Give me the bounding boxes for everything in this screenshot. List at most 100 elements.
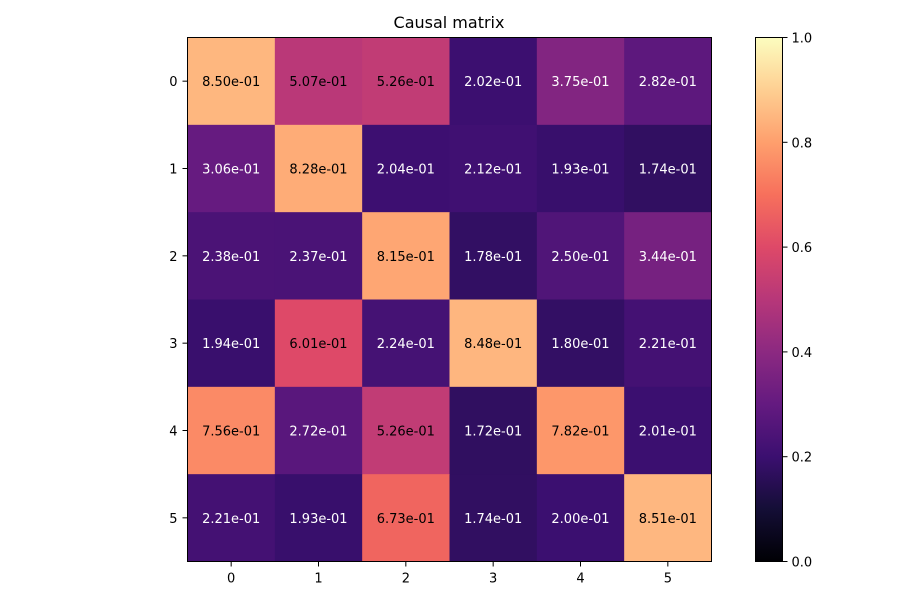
heatmap-cell-r1-c0 [187, 124, 276, 213]
cell-value-label-r5-c4: 2.00e-01 [551, 512, 609, 527]
heatmap-cell-r3-c1 [274, 299, 363, 388]
x-tick-label-5: 5 [664, 572, 672, 587]
colorbar-ticks: 0.0 0.2 0.4 0.6 0.8 1.0 [782, 32, 813, 571]
colorbar-tick-label-1: 0.2 [792, 451, 813, 466]
heatmap-cell-r1-c5 [624, 124, 712, 213]
y-tick-label-3: 3 [169, 337, 177, 352]
cell-value-label-r5-c3: 1.74e-01 [464, 512, 522, 527]
y-axis: 0 1 2 3 4 5 [169, 75, 188, 527]
cell-value-label-r5-c2: 6.73e-01 [377, 512, 435, 527]
heatmap-cell-r2-c2 [362, 212, 450, 300]
cell-value-label-r4-c0: 7.56e-01 [202, 425, 260, 440]
heatmap-cell-r3-c5 [624, 299, 712, 388]
cell-value-label-r3-c1: 6.01e-01 [289, 337, 347, 352]
colorbar-tick-label-3: 0.6 [792, 241, 813, 256]
heatmap-cell-r2-c0 [187, 212, 276, 300]
heatmap-cell-r3-c3 [449, 299, 538, 388]
x-tick-label-1: 1 [314, 572, 322, 587]
heatmap-cell-r4-c0 [187, 386, 276, 475]
cell-value-label-r2-c0: 2.38e-01 [202, 250, 260, 265]
heatmap-cell-r4-c3 [449, 386, 538, 475]
heatmap-cell-r1-c3 [449, 124, 538, 213]
heatmap-cell-r1-c2 [362, 124, 450, 213]
cell-value-label-r2-c1: 2.37e-01 [289, 250, 347, 265]
heatmap-cell-r4-c1 [274, 386, 363, 475]
y-tick-label-2: 2 [169, 250, 177, 265]
cell-value-label-r0-c0: 8.50e-01 [202, 75, 260, 90]
cell-value-label-r1-c2: 2.04e-01 [377, 163, 435, 178]
cell-value-label-r2-c4: 2.50e-01 [551, 250, 609, 265]
heatmap-cell-r0-c3 [449, 37, 538, 126]
cell-value-label-r3-c2: 2.24e-01 [377, 337, 435, 352]
cell-value-label-r0-c3: 2.02e-01 [464, 75, 522, 90]
colorbar-tick-label-4: 0.8 [792, 136, 813, 151]
heatmap-cell-r5-c5 [624, 474, 712, 562]
colorbar-tick-label-0: 0.0 [792, 556, 813, 571]
cell-value-label-r2-c3: 1.78e-01 [464, 250, 522, 265]
x-tick-label-0: 0 [227, 572, 235, 587]
cell-value-label-r2-c5: 3.44e-01 [639, 250, 697, 265]
colorbar-tick-label-5: 1.0 [792, 32, 813, 47]
cell-value-label-r1-c5: 1.74e-01 [639, 163, 697, 178]
heatmap-cells [187, 37, 712, 562]
heatmap-cell-r3-c0 [187, 299, 276, 388]
heatmap-cell-r5-c4 [536, 474, 625, 562]
heatmap-cell-r1-c1 [274, 124, 363, 213]
heatmap-cell-r0-c4 [536, 37, 625, 126]
cell-value-label-r5-c0: 2.21e-01 [202, 512, 260, 527]
y-tick-label-5: 5 [169, 512, 177, 527]
cell-value-label-r1-c0: 3.06e-01 [202, 163, 260, 178]
cell-value-label-r3-c0: 1.94e-01 [202, 337, 260, 352]
cell-value-label-r0-c4: 3.75e-01 [551, 75, 609, 90]
heatmap-cell-r2-c4 [536, 212, 625, 300]
heatmap-cell-r0-c5 [624, 37, 712, 126]
heatmap-cell-r5-c3 [449, 474, 538, 562]
x-axis: 0 1 2 3 4 5 [227, 561, 672, 587]
cell-value-label-r0-c5: 2.82e-01 [639, 75, 697, 90]
colorbar-gradient [755, 37, 783, 562]
cell-value-label-r5-c1: 1.93e-01 [289, 512, 347, 527]
cell-value-label-r2-c2: 8.15e-01 [377, 250, 435, 265]
heatmap-cell-r3-c2 [362, 299, 450, 388]
chart-title: Causal matrix [394, 13, 505, 32]
cell-value-label-r1-c1: 8.28e-01 [289, 163, 347, 178]
plot-frame [187, 37, 712, 562]
cell-value-label-r5-c5: 8.51e-01 [639, 512, 697, 527]
cell-value-label-r4-c4: 7.82e-01 [551, 425, 609, 440]
cell-value-label-r3-c5: 2.21e-01 [639, 337, 697, 352]
colorbar-tick-label-2: 0.4 [792, 346, 813, 361]
cell-value-label-r4-c1: 2.72e-01 [289, 425, 347, 440]
y-tick-label-1: 1 [169, 163, 177, 178]
x-tick-label-3: 3 [489, 572, 497, 587]
heatmap-cell-labels: 8.50e-01 5.07e-01 5.26e-01 2.02e-01 3.75e-01… [202, 75, 697, 527]
cell-value-label-r3-c4: 1.80e-01 [551, 337, 609, 352]
cell-value-label-r4-c2: 5.26e-01 [377, 425, 435, 440]
cell-value-label-r3-c3: 8.48e-01 [464, 337, 522, 352]
heatmap-cell-r2-c5 [624, 212, 712, 300]
colorbar: 0.0 0.2 0.4 0.6 0.8 1.0 [755, 32, 813, 571]
heatmap-cell-r5-c0 [187, 474, 276, 562]
cell-value-label-r4-c3: 1.72e-01 [464, 425, 522, 440]
cell-value-label-r4-c5: 2.01e-01 [639, 425, 697, 440]
heatmap-cell-r4-c2 [362, 386, 450, 475]
cell-value-label-r0-c2: 5.26e-01 [377, 75, 435, 90]
heatmap-cell-r2-c3 [449, 212, 538, 300]
cell-value-label-r0-c1: 5.07e-01 [289, 75, 347, 90]
y-tick-label-0: 0 [169, 75, 177, 90]
heatmap-cell-r5-c2 [362, 474, 450, 562]
cell-value-label-r1-c4: 1.93e-01 [551, 163, 609, 178]
heatmap-cell-r0-c2 [362, 37, 450, 126]
x-tick-label-4: 4 [576, 572, 584, 587]
y-tick-label-4: 4 [169, 425, 177, 440]
heatmap-cell-r5-c1 [274, 474, 363, 562]
heatmap-cell-r0-c1 [274, 37, 363, 126]
heatmap-cell-r0-c0 [187, 37, 276, 126]
x-tick-label-2: 2 [402, 572, 410, 587]
heatmap-cell-r3-c4 [536, 299, 625, 388]
heatmap-cell-r2-c1 [274, 212, 363, 300]
heatmap-cell-r4-c5 [624, 386, 712, 475]
heatmap-cell-r1-c4 [536, 124, 625, 213]
heatmap-cell-r4-c4 [536, 386, 625, 475]
cell-value-label-r1-c3: 2.12e-01 [464, 163, 522, 178]
